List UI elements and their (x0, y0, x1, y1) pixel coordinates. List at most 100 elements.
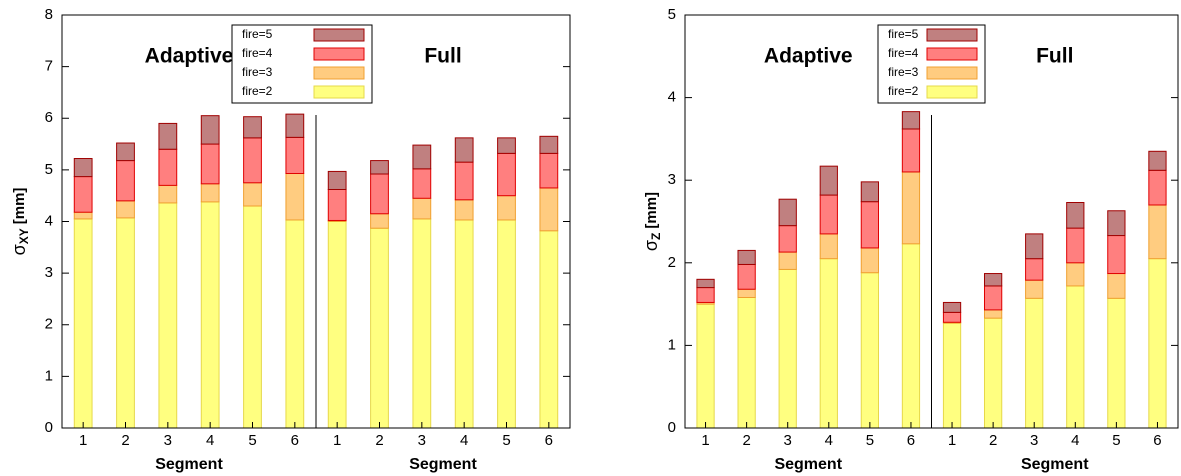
bar-segment (1148, 169, 1167, 206)
bar-segment (200, 115, 220, 145)
bar-segment (819, 258, 838, 429)
annotation: Adaptive (145, 45, 234, 68)
x-tick-label: 4 (206, 432, 214, 449)
bar-segment (285, 136, 305, 174)
bar-segment (370, 173, 389, 215)
legend-swatch (926, 85, 978, 99)
x-tick-label: 2 (989, 432, 997, 449)
legend-label: fire=5 (888, 27, 919, 41)
bar-segment (454, 219, 474, 429)
bar-segment (983, 309, 1003, 319)
bar-segment (454, 199, 474, 221)
bar-segment (454, 161, 474, 201)
bar-segment (116, 200, 135, 219)
x-tick-label: 6 (907, 432, 915, 449)
bar-segment (778, 225, 797, 253)
y-tick-label: 5 (45, 161, 53, 178)
bar-segment (1107, 210, 1126, 237)
bar-segment (116, 142, 135, 162)
x-tick-label: 6 (1153, 432, 1161, 449)
y-tick-label: 5 (668, 6, 676, 23)
y-axis-label: σXY [mm] (9, 188, 31, 256)
legend-label: fire=5 (242, 27, 273, 41)
bar-segment (1148, 204, 1167, 260)
bar-segment (1025, 258, 1044, 281)
bar-segment (983, 317, 1003, 429)
bar-segment (116, 160, 135, 202)
x-tick-label: 4 (825, 432, 833, 449)
bar-segment (819, 233, 838, 260)
legend-swatch (926, 66, 978, 80)
legend-swatch (313, 28, 365, 42)
x-tick-label: 1 (79, 432, 87, 449)
bar-segment (243, 116, 262, 139)
y-tick-label: 3 (45, 264, 53, 281)
y-tick-label: 3 (668, 171, 676, 188)
bar-segment (412, 168, 432, 199)
bar-segment (370, 213, 389, 229)
y-tick-label: 1 (45, 367, 53, 384)
bar-segment (539, 152, 559, 189)
bar-segment (200, 143, 220, 185)
bar-segment (901, 243, 921, 429)
bar-segment (901, 111, 921, 130)
bar-segment (860, 201, 880, 249)
x-tick-label: 5 (248, 432, 256, 449)
bar-segment (942, 301, 962, 313)
legend-label: fire=2 (888, 84, 919, 98)
legend-label: fire=3 (242, 65, 273, 79)
bar-segment (942, 322, 962, 429)
bar-segment (412, 144, 432, 170)
x-axis-label: Segment (774, 456, 842, 473)
bar-segment (1107, 235, 1126, 275)
y-tick-label: 2 (668, 254, 676, 271)
y-tick-label: 0 (45, 419, 53, 436)
x-axis-label: Segment (155, 456, 223, 473)
bar-segment (497, 137, 516, 154)
bar-segment (497, 219, 516, 429)
bar-segment (285, 113, 305, 138)
legend-label: fire=4 (888, 46, 919, 60)
bar-segment (285, 172, 305, 221)
bar-segment (370, 160, 389, 175)
legend-swatch (926, 47, 978, 61)
y-tick-label: 6 (45, 109, 53, 126)
bar-segment (983, 285, 1003, 311)
bar-segment (73, 218, 93, 429)
x-axis-label: Segment (1021, 456, 1089, 473)
x-tick-label: 5 (866, 432, 874, 449)
bar-segment (200, 201, 220, 429)
bar-segment (696, 287, 715, 303)
bar-segment (696, 278, 715, 289)
bar-segment (327, 188, 347, 221)
bar-segment (497, 152, 516, 197)
bar-segment (243, 137, 262, 184)
y-label-unit: [mm] (11, 188, 28, 225)
y-tick-label: 7 (45, 58, 53, 75)
y-label-subscript: Z (649, 233, 663, 240)
bar-segment (1107, 273, 1126, 299)
bar-segment (158, 202, 178, 429)
bar-segment (539, 135, 559, 154)
bar-segment (1025, 297, 1044, 429)
x-tick-label: 2 (742, 432, 750, 449)
y-label-subscript: XY (17, 228, 31, 244)
annotation: Adaptive (764, 45, 853, 68)
bar-segment (737, 263, 756, 290)
y-tick-label: 2 (45, 316, 53, 333)
x-tick-label: 1 (948, 432, 956, 449)
bar-segment (73, 211, 93, 220)
bar-segment (327, 221, 347, 429)
legend-label: fire=3 (888, 65, 919, 79)
annotation: Full (424, 45, 461, 68)
bar-segment (778, 268, 797, 429)
x-tick-label: 6 (291, 432, 299, 449)
bar-segment (737, 288, 756, 298)
bar-segment (1066, 202, 1085, 229)
bar-segment (158, 184, 178, 204)
bar-segment (243, 182, 262, 207)
x-tick-label: 5 (1112, 432, 1120, 449)
bar-segment (737, 249, 756, 265)
